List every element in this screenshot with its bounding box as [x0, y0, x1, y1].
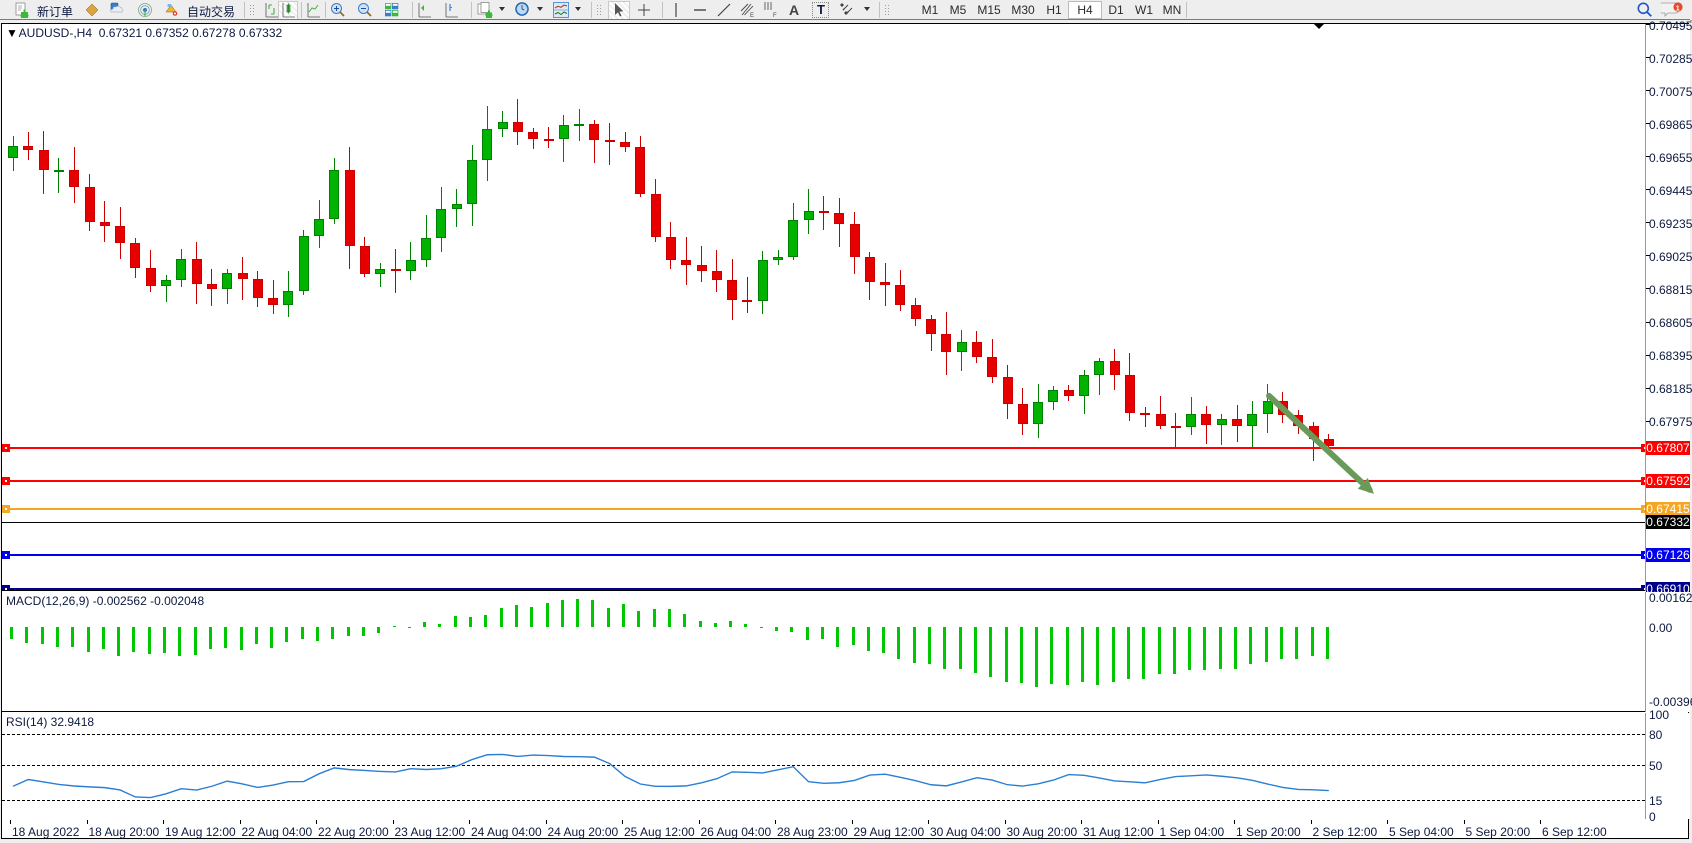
svg-text:A: A [789, 2, 799, 18]
svg-text:F: F [773, 13, 777, 18]
svg-text:1: 1 [1676, 3, 1680, 12]
svg-text:E: E [750, 13, 754, 18]
